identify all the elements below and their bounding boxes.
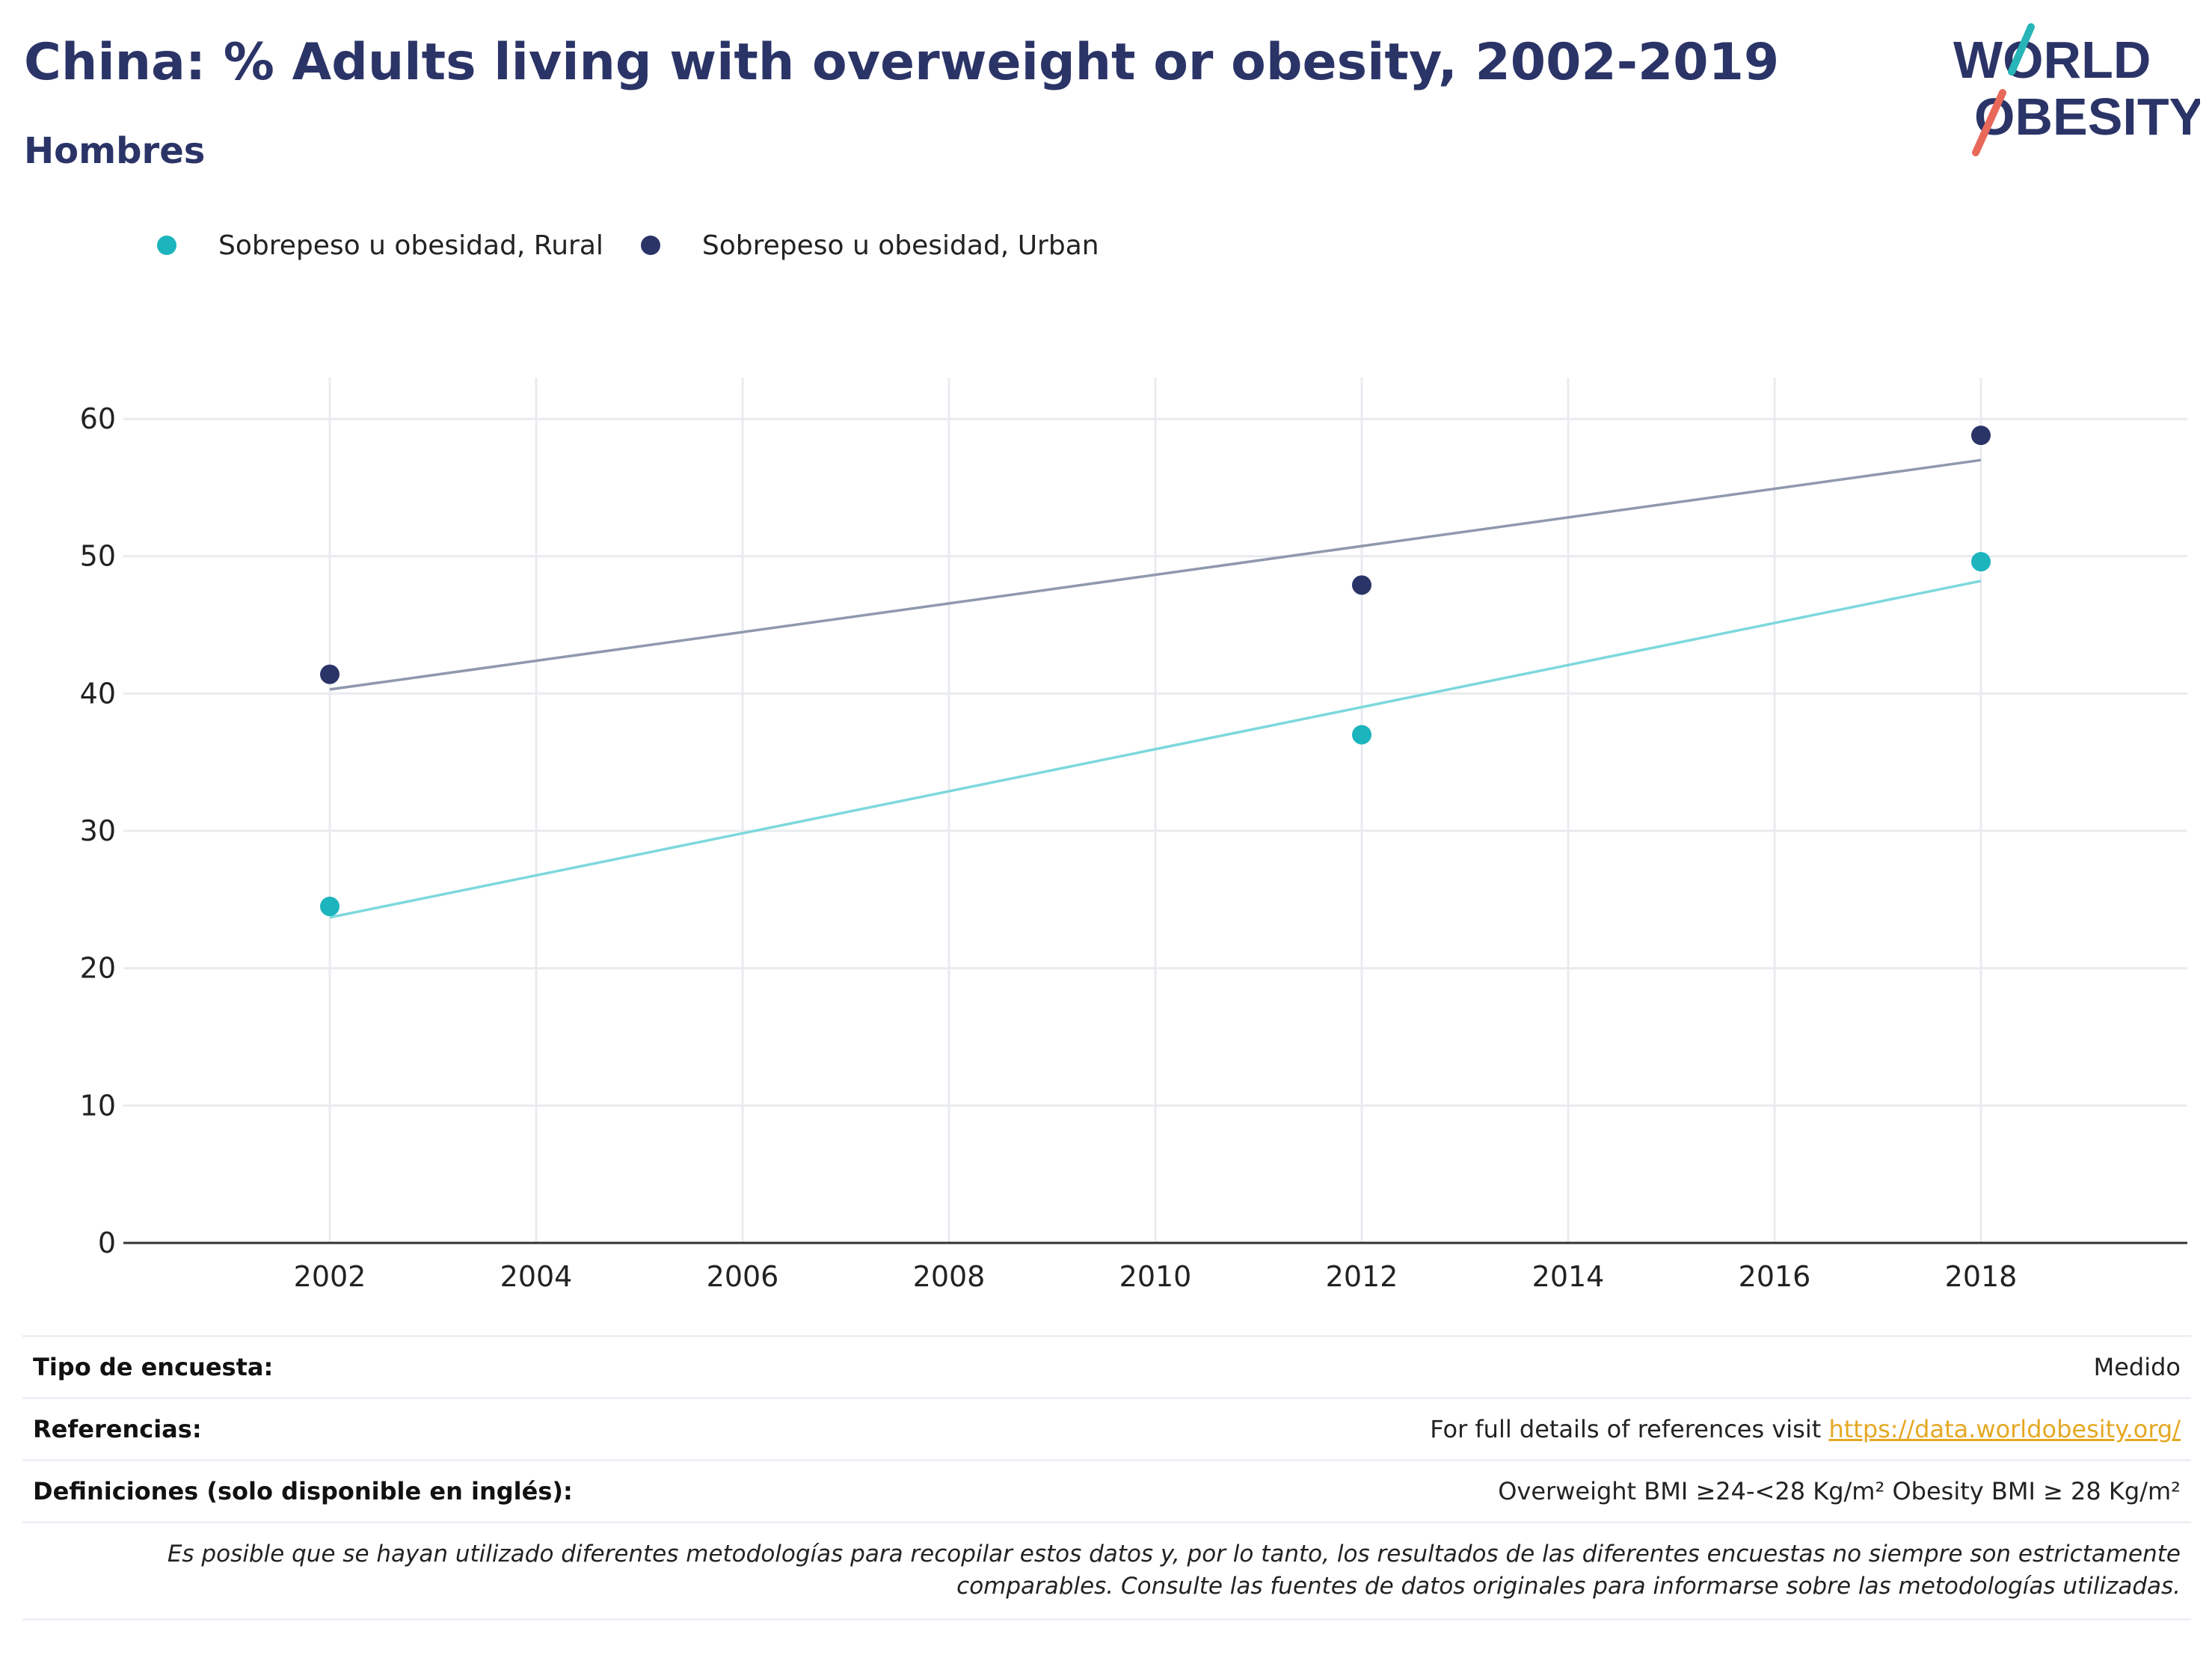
chart-title: China: % Adults living with overweight o…	[24, 33, 1780, 92]
survey-type-value: Medido	[2093, 1353, 2181, 1381]
x-tick-label-2016: 2016	[1739, 1260, 1811, 1293]
note-line-1: Es posible que se hayan utilizado difere…	[167, 1541, 2181, 1568]
references-text: For full details of references visit	[1430, 1415, 1829, 1443]
legend-label-rural: Sobrepeso u obesidad, Rural	[218, 230, 603, 261]
trend-line-rural	[329, 580, 1982, 919]
legend-marker-urban	[640, 236, 660, 255]
definitions-value: Overweight BMI ≥24-<28 Kg/m² Obesity BMI…	[1498, 1477, 2181, 1505]
data-point-rural-2018	[1971, 552, 1991, 572]
x-tick-label-2018: 2018	[1945, 1260, 2018, 1293]
references-value: For full details of references visit htt…	[1430, 1415, 2181, 1443]
data-point-urban-2012	[1352, 575, 1371, 595]
methodology-note: Es posible que se hayan utilizado difere…	[22, 1521, 2191, 1621]
x-tick-label-2004: 2004	[500, 1260, 573, 1293]
x-tick-label-2008: 2008	[913, 1260, 986, 1293]
data-point-rural-2002	[320, 897, 340, 917]
data-point-rural-2012	[1352, 725, 1371, 745]
x-tick-label-2002: 2002	[294, 1260, 366, 1293]
info-table: Tipo de encuesta: Medido Referencias: Fo…	[22, 1335, 2191, 1621]
chart-legend: Sobrepeso u obesidad, Rural Sobrepeso u …	[157, 224, 1137, 266]
legend-label-urban: Sobrepeso u obesidad, Urban	[701, 230, 1099, 261]
x-tick-label-2006: 2006	[707, 1260, 779, 1293]
x-tick-label-2012: 2012	[1326, 1260, 1398, 1293]
logo-text-world: WORLD	[1953, 31, 2151, 89]
references-label: Referencias:	[33, 1415, 202, 1443]
x-tick-label-2014: 2014	[1532, 1260, 1605, 1293]
legend-item-rural[interactable]: Sobrepeso u obesidad, Rural	[157, 230, 603, 261]
note-line-2: comparables. Consulte las fuentes de dat…	[956, 1573, 2181, 1600]
logo-slash-bottom	[1972, 89, 2006, 156]
info-row-references: Referencias: For full details of referen…	[22, 1397, 2191, 1459]
y-tick-label-10: 10	[80, 1089, 116, 1122]
definitions-label: Definiciones (solo disponible en inglés)…	[33, 1477, 573, 1505]
info-row-survey-type: Tipo de encuesta: Medido	[22, 1335, 2191, 1397]
y-tick-label-0: 0	[98, 1226, 116, 1259]
scatter-chart: 2002 2004 2006 2008 2010 2012 2014 2016 2018 0 10 2…	[80, 378, 2187, 1293]
references-link[interactable]: https://data.worldobesity.org/	[1828, 1415, 2181, 1443]
logo-text-obesity: OBESITY	[1974, 87, 2200, 146]
data-point-urban-2018	[1971, 426, 1991, 446]
y-tick-label-40: 40	[80, 677, 116, 710]
chart-subtitle: Hombres	[24, 130, 206, 172]
world-obesity-logo: WORLD OBESITY	[1953, 23, 2200, 156]
logo-slash-top	[2008, 23, 2035, 76]
y-tick-label-30: 30	[80, 814, 116, 847]
data-point-urban-2002	[320, 664, 340, 684]
info-row-definitions: Definiciones (solo disponible en inglés)…	[22, 1459, 2191, 1521]
x-tick-label-2010: 2010	[1119, 1260, 1192, 1293]
y-tick-label-60: 60	[80, 402, 116, 435]
trend-line-urban	[329, 458, 1982, 691]
y-tick-label-20: 20	[80, 952, 116, 985]
y-tick-label-50: 50	[80, 540, 116, 573]
survey-type-label: Tipo de encuesta:	[33, 1353, 274, 1381]
legend-marker-rural	[157, 236, 176, 255]
legend-item-urban[interactable]: Sobrepeso u obesidad, Urban	[640, 230, 1099, 261]
